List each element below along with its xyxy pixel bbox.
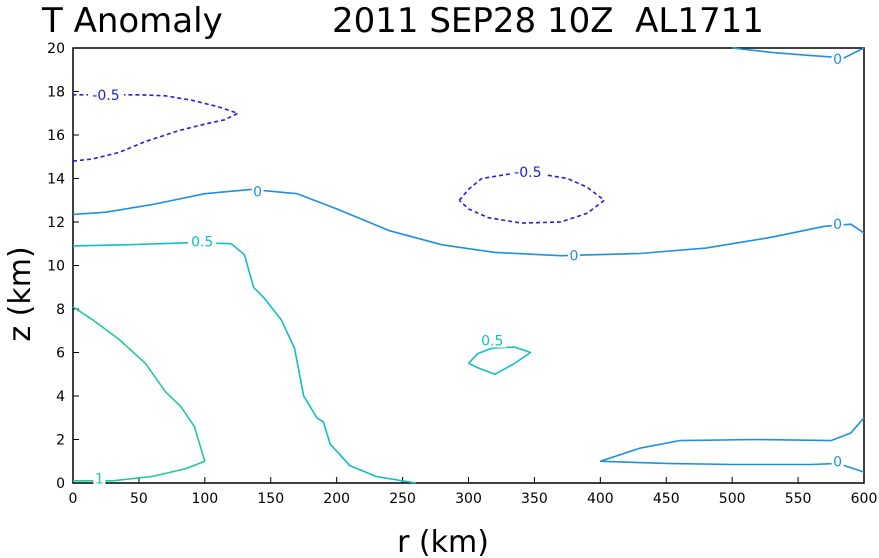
contour-label-bg — [509, 163, 546, 179]
x-tick-label: 550 — [785, 491, 812, 507]
y-tick-label: 8 — [56, 302, 65, 318]
x-tick-label: 250 — [389, 491, 416, 507]
contour-label-bg — [478, 332, 507, 348]
x-tick-label: 0 — [69, 491, 78, 507]
contour-line — [600, 417, 865, 463]
y-tick-label: 16 — [47, 128, 65, 144]
contour-line — [72, 241, 416, 484]
contour-line — [72, 306, 206, 482]
contour-line — [600, 460, 865, 473]
chart-title-left: T Anomaly — [41, 1, 223, 41]
contour-label: 0 — [833, 52, 842, 68]
contour-label-bg — [831, 453, 844, 469]
x-tick-label: 200 — [323, 491, 350, 507]
y-axis-label: z (km) — [3, 246, 38, 341]
x-tick-label: 350 — [521, 491, 548, 507]
y-tick-label: 14 — [47, 172, 65, 188]
y-axis: 0 2 4 6 8 10 12 14 16 18 20 — [47, 41, 79, 492]
contour-label-bg — [831, 50, 844, 66]
y-tick-label: 2 — [56, 433, 65, 449]
y-tick-label: 0 — [56, 476, 65, 492]
contour-line — [72, 94, 239, 162]
contour-label: 1 — [95, 472, 104, 488]
x-tick-label: 400 — [587, 491, 614, 507]
contour-label-bg — [87, 86, 124, 102]
contour-labels: -0.5 -0.5 0 0 0 0 0 0.5 0.5 1 — [87, 50, 844, 488]
contour-label: -0.5 — [514, 165, 541, 181]
contour-label: -0.5 — [92, 88, 119, 104]
plot-border — [72, 47, 865, 484]
x-tick-label: 300 — [455, 491, 482, 507]
y-tick-label: 20 — [47, 41, 65, 57]
x-tick-label: 150 — [257, 491, 284, 507]
x-tick-label: 100 — [191, 491, 218, 507]
contour-label: 0 — [833, 217, 842, 233]
contour-label-bg — [567, 247, 580, 263]
plot-frame — [72, 47, 865, 484]
contour-line — [458, 173, 606, 224]
y-tick-label: 12 — [47, 215, 65, 231]
x-axis-label: r (km) — [397, 525, 489, 558]
contour-line — [72, 188, 865, 257]
y-tick-label: 10 — [47, 259, 65, 275]
x-tick-label: 600 — [851, 491, 878, 507]
contour-lines — [72, 47, 865, 484]
y-tick-label: 4 — [56, 389, 65, 405]
contour-label: 0 — [570, 249, 579, 265]
contour-label-bg — [93, 470, 106, 486]
contour-label: 0 — [833, 454, 842, 470]
contour-label-bg — [251, 183, 264, 199]
contour-line — [467, 346, 532, 376]
contour-label: 0 — [253, 185, 262, 201]
contour-label: 0.5 — [191, 235, 213, 251]
contour-label-bg — [831, 216, 844, 232]
y-tick-label: 6 — [56, 346, 65, 362]
chart-title-right: 2011 SEP28 10Z AL1711 — [332, 1, 764, 41]
contour-line — [732, 47, 865, 59]
y-tick-label: 18 — [47, 85, 65, 101]
x-axis: 0 50 100 150 200 250 300 350 400 450 500 550 600 — [69, 477, 878, 507]
x-tick-label: 50 — [130, 491, 148, 507]
contour-label-bg — [188, 233, 217, 249]
contour-label: 0.5 — [481, 334, 503, 350]
x-tick-label: 450 — [653, 491, 680, 507]
x-tick-label: 500 — [719, 491, 746, 507]
